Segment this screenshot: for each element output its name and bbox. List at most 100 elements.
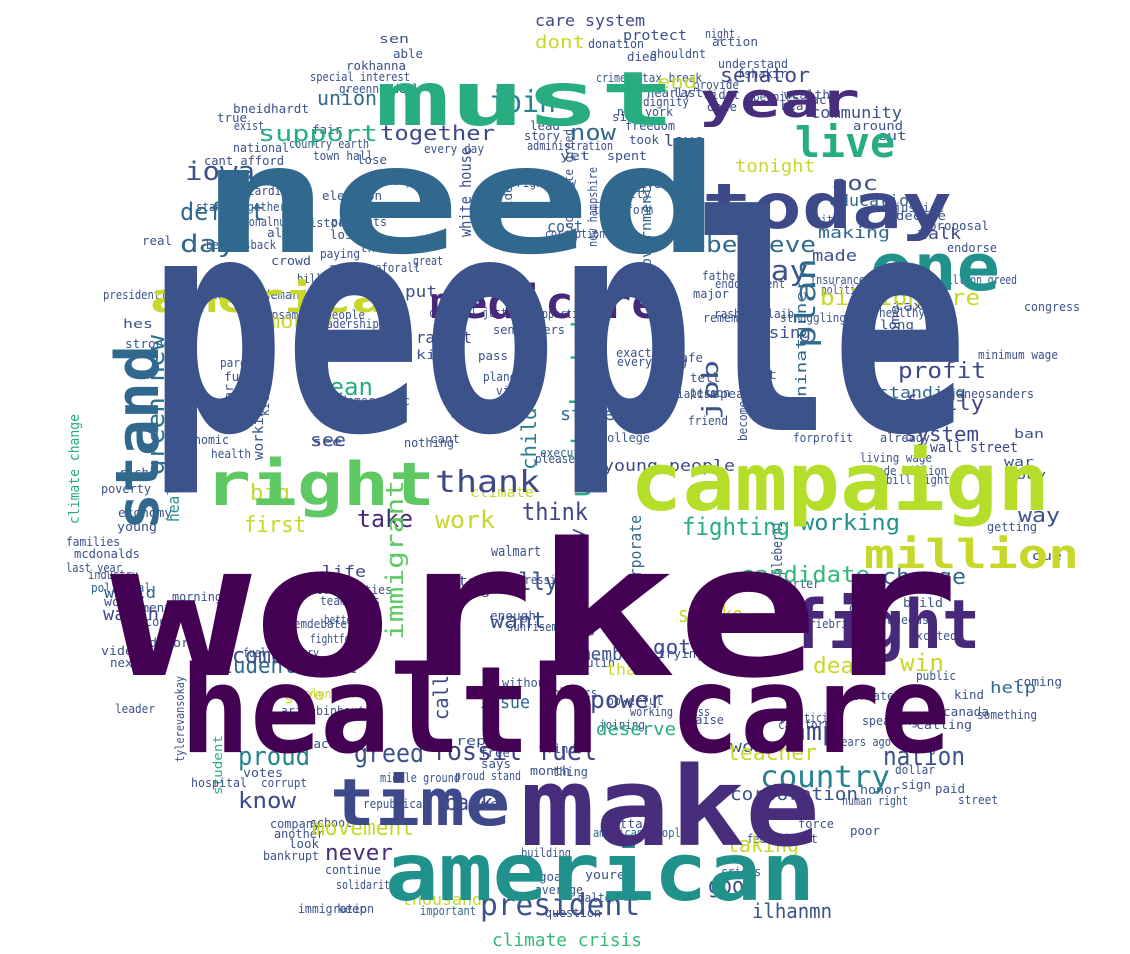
word-every-day: every day: [424, 142, 484, 156]
word-town-hall: town hall: [313, 149, 373, 163]
word-pass: pass: [478, 349, 508, 363]
word-green-new: green new: [142, 334, 170, 475]
word-tax-break: tax break: [642, 71, 703, 85]
word-million: million: [864, 532, 1079, 578]
word-congress: congress: [1024, 300, 1080, 314]
word-thousand: thousand: [402, 890, 482, 909]
word-money: money: [267, 309, 333, 333]
word-tylerevansokay: tylerevansokay: [173, 676, 187, 762]
word-donation: donation: [588, 37, 644, 51]
word-politics: politics: [547, 686, 597, 700]
word-racist: racist: [416, 328, 472, 347]
word-criminal-justice: criminal justice: [429, 306, 525, 320]
word-way: way: [1018, 503, 1060, 527]
word-country: country: [760, 760, 890, 795]
word-malton: malton: [578, 891, 618, 905]
word-bankrupt: bankrupt: [263, 849, 319, 863]
word-rashidatlaib: rashidatlaib: [714, 307, 794, 321]
word-transform: transform: [593, 203, 653, 217]
word-youre: youre: [585, 868, 625, 882]
word-system: system: [904, 422, 979, 446]
word-made: made: [812, 246, 857, 265]
word-doctor: doctor: [849, 601, 891, 615]
word-look: look: [289, 837, 320, 851]
word-immigration: immigration: [298, 902, 374, 916]
word-leadership: leadership: [313, 317, 379, 331]
word-forprofit: forprofit: [793, 431, 853, 445]
word-presidential-candidate: presidential candidate: [103, 288, 243, 302]
word-lost: lost: [330, 228, 360, 242]
word-tax: tax: [893, 299, 923, 313]
word-real: real: [142, 234, 172, 248]
word-strong: strong: [125, 337, 171, 351]
word-raise: raise: [688, 713, 724, 727]
word-speaking: speaking: [862, 714, 918, 728]
word-fshakir: fshakir: [737, 67, 787, 81]
word-attack: attack: [612, 817, 659, 831]
word-call: call: [429, 675, 453, 720]
word-iowa: iowa: [185, 157, 255, 187]
word-vote: vote: [439, 574, 477, 590]
word-force: force: [798, 817, 834, 831]
word-win: win: [900, 649, 944, 677]
word-amp: amp: [790, 717, 838, 747]
word-life: life: [322, 562, 366, 581]
word-got: got: [653, 635, 691, 659]
word-kind: kind: [954, 688, 984, 702]
word-women: women: [730, 737, 790, 756]
word-nationalnurses: nationalnurses: [224, 215, 310, 229]
word-honor: honor: [860, 783, 900, 797]
word-keep: keep: [337, 902, 367, 916]
word-college: college: [600, 431, 650, 445]
word-believe: believe: [706, 233, 816, 258]
word-education: education: [829, 191, 919, 210]
word-american-people: american people: [593, 826, 687, 840]
word-trying: trying: [658, 647, 704, 661]
word-due: due: [470, 797, 500, 811]
word-progressive: progressive: [499, 573, 569, 587]
word-young: young: [117, 520, 157, 534]
word-justice: justice: [894, 201, 944, 215]
word-rich: rich: [119, 466, 149, 480]
word-never: never: [325, 841, 393, 866]
word-standing: standing: [878, 383, 966, 402]
word-decade: decade: [896, 209, 946, 223]
word-city: city: [621, 187, 651, 201]
word-thevello: thevello: [360, 241, 420, 255]
word-nation: nation: [883, 742, 965, 772]
word-getting: getting: [987, 520, 1037, 534]
word-housing: housing: [737, 323, 811, 342]
word-create: create: [852, 689, 894, 703]
word-excited: excited: [909, 629, 957, 643]
word-lose: lose: [357, 153, 387, 167]
word-politician: politician: [780, 711, 840, 725]
word-big: big: [250, 481, 290, 506]
word-cut: cut: [877, 129, 907, 143]
word-stand-together: stand together: [196, 200, 286, 214]
word-making: making: [818, 223, 890, 242]
word-join: join: [488, 85, 556, 120]
word-powerful: powerful: [607, 694, 663, 708]
word-family: family: [904, 391, 984, 415]
word-day: day: [180, 230, 236, 258]
word-strike: strike: [678, 603, 743, 628]
word-always: always: [267, 226, 313, 240]
word-democratic: democratic: [340, 394, 410, 408]
word-protect: protect: [623, 28, 687, 44]
word-back: back: [445, 791, 493, 816]
word-climate-change: climate change: [67, 414, 83, 524]
word-night: night: [705, 27, 735, 41]
word-major: major: [693, 287, 729, 301]
word-friend: friend: [688, 414, 728, 428]
word-exist: exist: [234, 119, 264, 133]
word-wealth: wealth: [784, 88, 830, 102]
word-goal: goal: [539, 870, 569, 884]
word-half: half: [378, 344, 408, 358]
word-bernies: bernies: [753, 90, 799, 104]
word-janeosanders: janeosanders: [950, 387, 1034, 401]
word-away: away: [908, 741, 938, 755]
word-state: state: [560, 404, 615, 425]
word-must: must: [375, 55, 675, 143]
word-new-hampshire: new hampshire: [586, 167, 600, 247]
